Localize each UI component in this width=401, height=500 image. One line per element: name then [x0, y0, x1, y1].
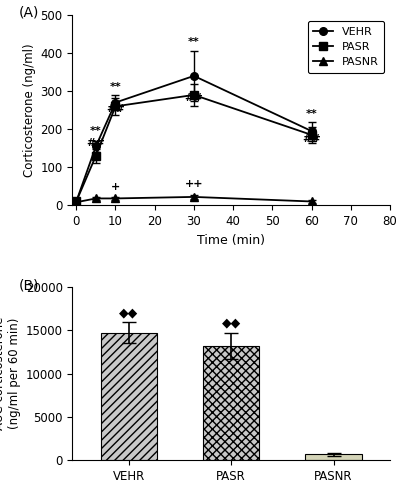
- Text: **: **: [188, 38, 199, 48]
- Text: +: +: [111, 182, 120, 192]
- Text: ◆◆: ◆◆: [119, 307, 138, 320]
- Bar: [203, 346, 259, 460]
- Text: ##: ##: [106, 104, 125, 114]
- Text: ##: ##: [302, 134, 320, 143]
- Text: (A): (A): [18, 6, 38, 20]
- Text: **: **: [109, 82, 121, 92]
- Text: ##: ##: [86, 138, 105, 148]
- Text: **: **: [90, 126, 101, 136]
- Y-axis label: AUC corticosterone
(ng/ml per 60 min): AUC corticosterone (ng/ml per 60 min): [0, 317, 21, 430]
- Text: (B): (B): [18, 278, 39, 292]
- Bar: [305, 454, 361, 460]
- Text: ◆◆: ◆◆: [221, 316, 240, 330]
- Text: **: **: [305, 108, 317, 118]
- Text: ++: ++: [184, 180, 203, 190]
- X-axis label: Time (min): Time (min): [196, 234, 265, 246]
- Legend: VEHR, PASR, PASNR: VEHR, PASR, PASNR: [307, 20, 383, 73]
- Text: ##: ##: [184, 94, 203, 104]
- Bar: [100, 333, 156, 460]
- Y-axis label: Corticosterone (ng/ml): Corticosterone (ng/ml): [23, 44, 36, 177]
